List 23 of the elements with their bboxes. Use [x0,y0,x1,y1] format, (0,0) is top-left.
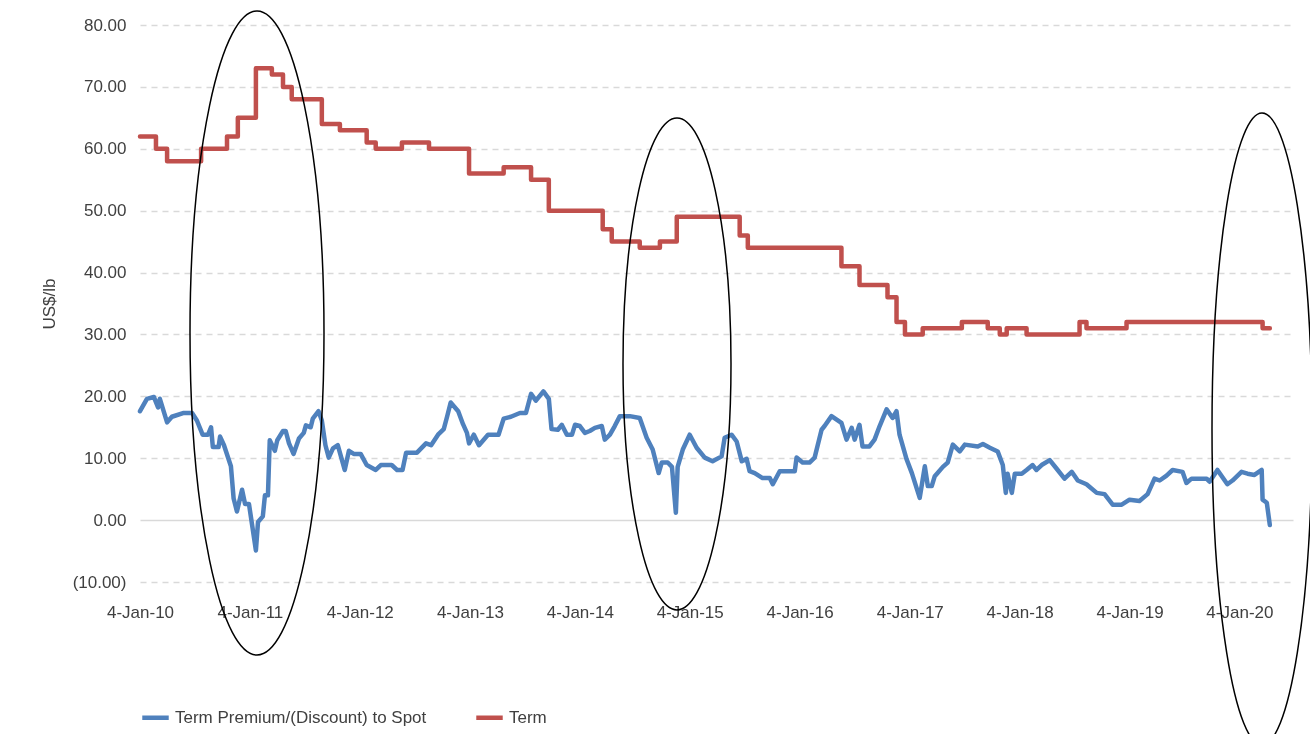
y-tick-label: 50.00 [83,201,127,221]
x-tick-label: 4-Jan-12 [326,602,394,622]
x-tick-label: 4-Jan-13 [436,602,504,622]
y-tick-label: 0.00 [93,510,127,530]
legend-label: Term [509,707,547,727]
x-tick-label: 4-Jan-17 [876,602,944,622]
y-tick-label: 70.00 [83,77,127,97]
x-tick-label: 4-Jan-18 [986,602,1054,622]
y-tick-label: 30.00 [83,324,127,344]
y-tick-label: 40.00 [83,263,127,283]
x-tick-label: 4-Jan-15 [656,602,724,622]
x-tick-label: 4-Jan-16 [766,602,834,622]
x-tick-label: 4-Jan-14 [546,602,614,622]
legend-label: Term Premium/(Discount) to Spot [175,707,427,727]
y-tick-label: 20.00 [83,386,127,406]
x-tick-label: 4-Jan-19 [1096,602,1164,622]
y-tick-label: (10.00) [72,572,127,592]
y-tick-label: 80.00 [83,15,127,35]
x-tick-label: 4-Jan-10 [106,602,175,622]
y-axis-title: US$/lb [39,278,59,330]
y-tick-label: 60.00 [83,139,127,159]
y-tick-label: 10.00 [83,448,127,468]
line-series [137,389,1273,553]
